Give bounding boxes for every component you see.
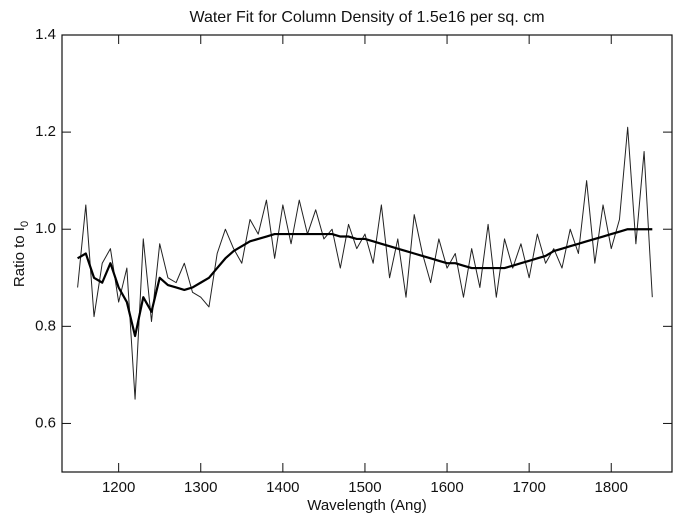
x-tick-label: 1400 (266, 479, 299, 496)
x-tick-label: 1800 (595, 479, 628, 496)
y-tick-label: 0.6 (35, 414, 56, 431)
y-axis-label: Ratio to I0 (11, 221, 31, 287)
y-tick-label: 1.4 (35, 26, 56, 43)
x-tick-label: 1200 (102, 479, 135, 496)
x-tick-label: 1300 (184, 479, 217, 496)
chart-title: Water Fit for Column Density of 1.5e16 p… (189, 9, 544, 26)
data-line (77, 126, 653, 400)
y-tick-label: 1.2 (35, 123, 56, 140)
y-tick-label: 1.0 (35, 220, 56, 237)
plot-frame (61, 34, 673, 473)
x-tick-label: 1700 (512, 479, 545, 496)
y-axis-label-main: Ratio to I (11, 227, 28, 287)
x-tick-label: 1500 (348, 479, 381, 496)
x-tick-label: 1600 (430, 479, 463, 496)
y-tick-label: 0.8 (35, 317, 56, 334)
fit-line (77, 228, 653, 338)
y-axis-label-subscript: 0 (19, 221, 31, 227)
x-axis-label: Wavelength (Ang) (307, 497, 427, 514)
